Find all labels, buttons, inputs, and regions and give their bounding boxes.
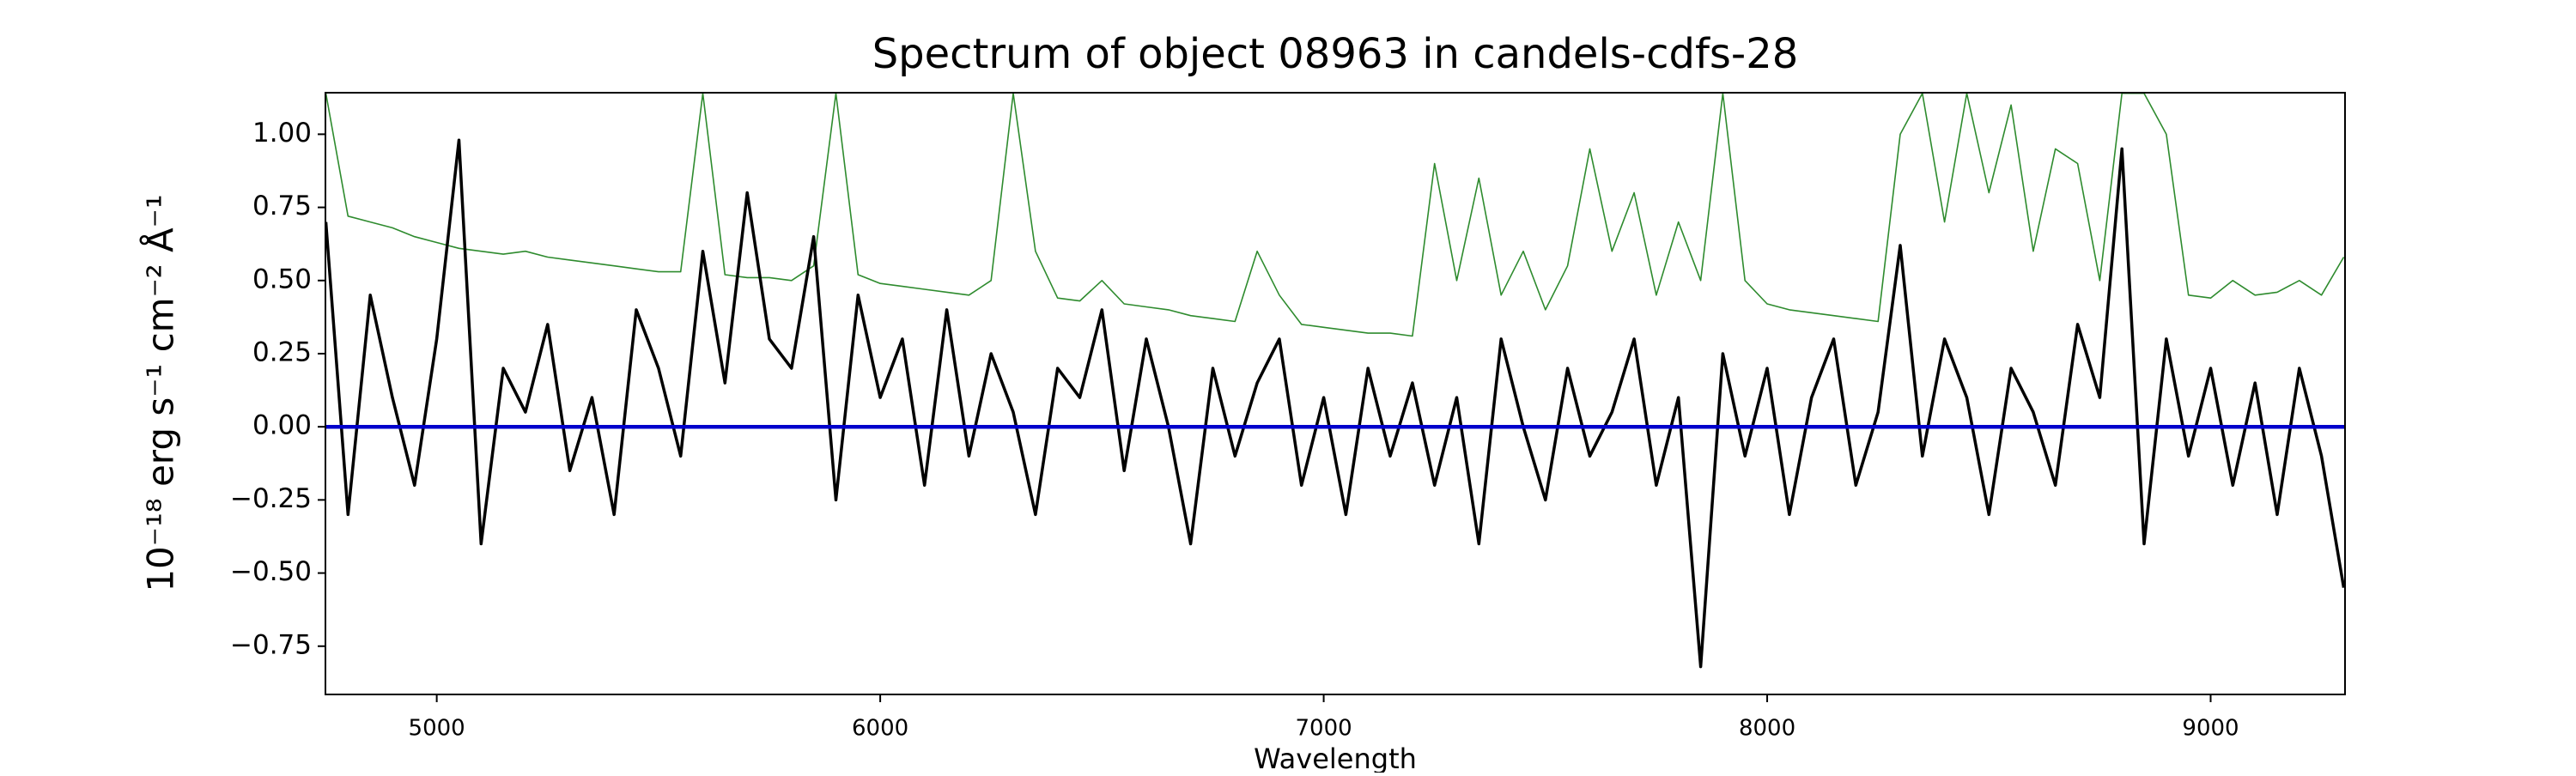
y-tick-label: −0.50 [230,556,312,587]
y-tick-label: −0.75 [230,629,312,660]
spectrum-line [325,93,2345,337]
y-tick-label: 0.50 [252,264,312,294]
x-tick-label: 9000 [2182,716,2239,742]
y-tick-label: −0.25 [230,483,312,514]
spectrum-line [325,138,2345,669]
x-axis-label: Wavelength [1254,743,1417,773]
y-axis-label: 10⁻¹⁸ erg s⁻¹ cm⁻² Å⁻¹ [139,194,182,591]
x-tick-label: 5000 [409,716,465,742]
x-tick-label: 8000 [1739,716,1795,742]
axes-frame [325,92,2346,695]
x-tick-label: 6000 [852,716,908,742]
plot-area [325,93,2345,669]
y-tick-label: 0.00 [252,410,312,441]
chart-title: Spectrum of object 08963 in candels-cdfs… [872,30,1799,78]
y-tick-label: 0.75 [252,191,312,221]
y-tick-label: 1.00 [252,118,312,149]
y-tick-label: 0.25 [252,336,312,367]
x-tick-label: 7000 [1295,716,1352,742]
